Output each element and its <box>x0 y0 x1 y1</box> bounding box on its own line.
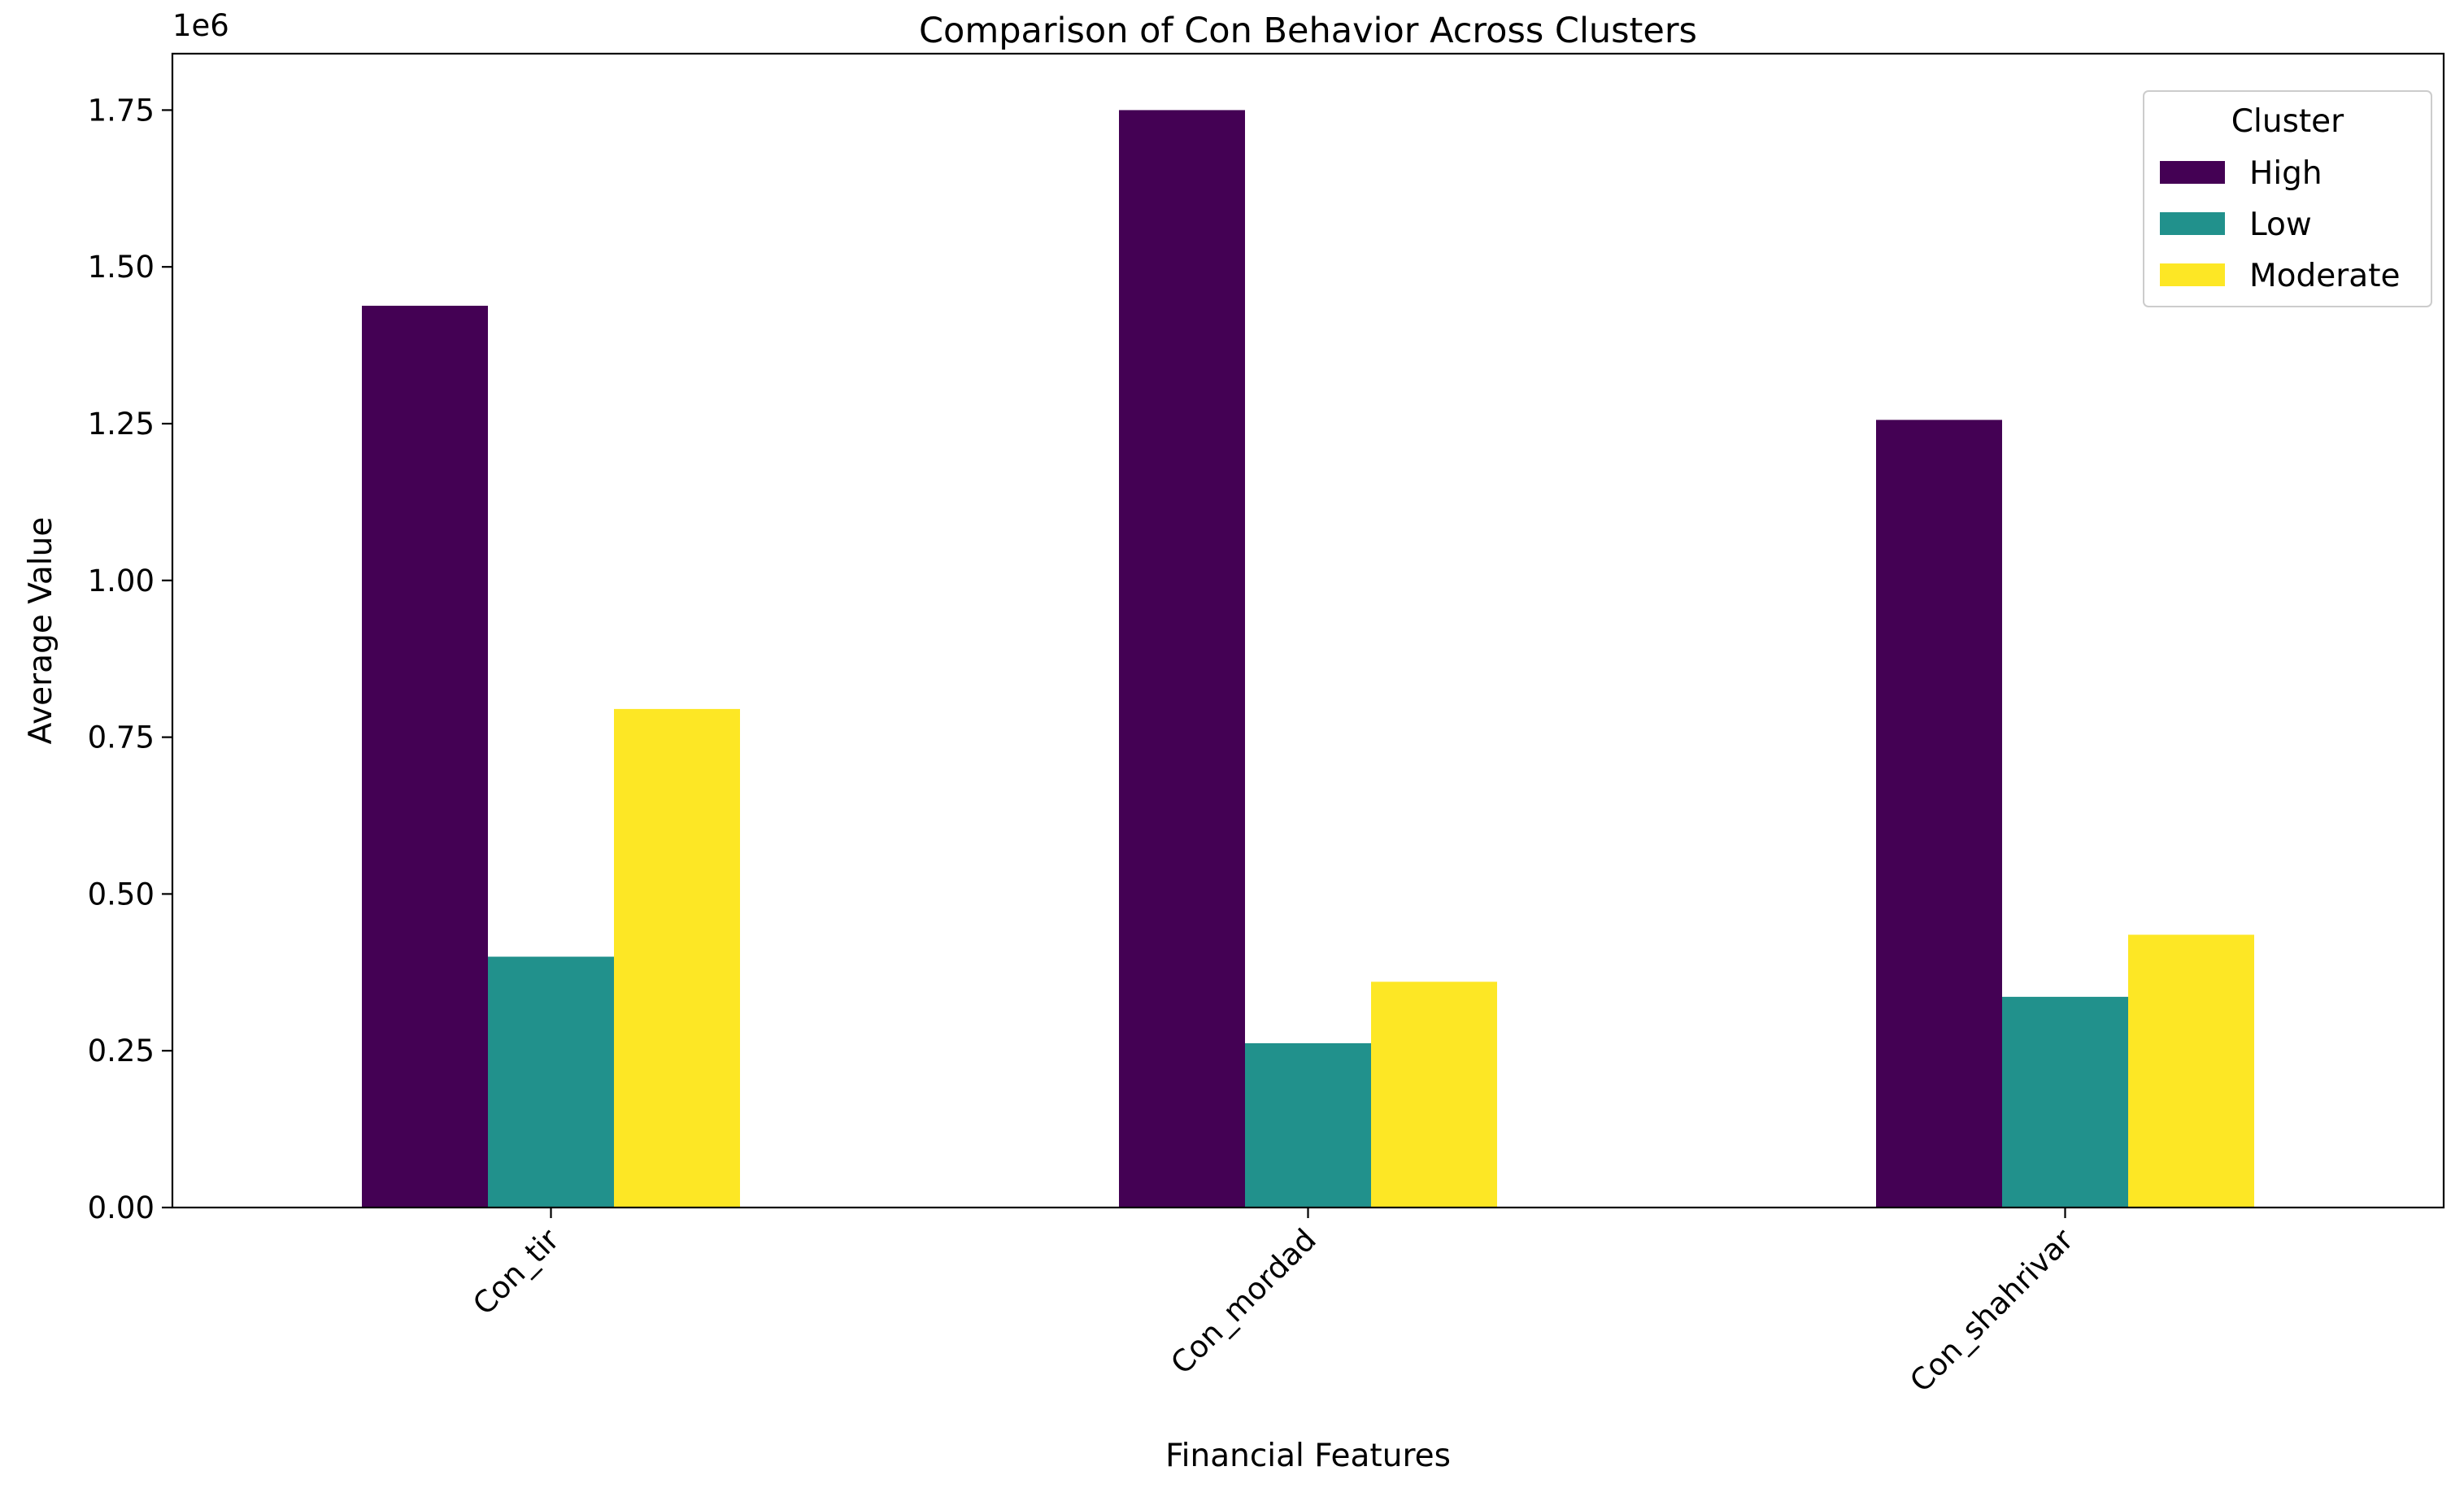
x-tick-label: Con_mordad <box>1164 1222 1322 1381</box>
legend-items: High Low Moderate <box>2160 155 2400 294</box>
legend-swatch-high <box>2160 161 2225 184</box>
bar-low-con_tir <box>488 956 614 1208</box>
legend: Cluster High Low Moderate <box>2143 90 2432 307</box>
legend-label-high: High <box>2249 155 2323 192</box>
bar-moderate-con_shahrivar <box>2128 934 2254 1208</box>
bar-low-con_shahrivar <box>2002 996 2128 1208</box>
bar-high-con_shahrivar <box>1876 420 2002 1208</box>
legend-label-moderate: Moderate <box>2249 258 2400 294</box>
legend-swatch-moderate <box>2160 263 2225 286</box>
chart-title: Comparison of Con Behavior Across Cluste… <box>919 11 1697 51</box>
axes-frame <box>171 52 2445 1209</box>
y-tick-label: 0.00 <box>88 1190 155 1225</box>
x-axis-label: Financial Features <box>1165 1438 1451 1474</box>
y-axis-label: Average Value <box>23 517 59 745</box>
y-tick-label: 1.75 <box>88 93 155 128</box>
legend-swatch-low <box>2160 212 2225 235</box>
y-axis: 0.00 0.25 0.50 0.75 1.00 1.25 1.50 1.75 <box>88 93 172 1225</box>
y-tick-label: 0.50 <box>88 877 155 912</box>
y-tick-label: 0.25 <box>88 1034 155 1068</box>
legend-title: Cluster <box>2231 103 2344 140</box>
x-tick-label: Con_shahrivar <box>1903 1221 2080 1399</box>
bar-moderate-con_mordad <box>1371 981 1497 1208</box>
x-axis: Con_tir Con_mordad Con_shahrivar <box>466 1208 2080 1399</box>
y-tick-label: 1.25 <box>88 407 155 442</box>
legend-label-low: Low <box>2249 207 2312 243</box>
y-tick-label: 1.00 <box>88 564 155 598</box>
y-tick-label: 1.50 <box>88 250 155 285</box>
bar-low-con_mordad <box>1245 1042 1371 1208</box>
x-tick-label: Con_tir <box>466 1221 566 1321</box>
plot-area <box>362 110 2254 1208</box>
y-axis-offset-label: 1e6 <box>172 8 229 43</box>
bar-high-con_mordad <box>1119 110 1245 1208</box>
legend-box <box>2143 90 2432 307</box>
bar-high-con_tir <box>362 306 488 1208</box>
y-tick-label: 0.75 <box>88 720 155 755</box>
bar-moderate-con_tir <box>614 708 740 1208</box>
